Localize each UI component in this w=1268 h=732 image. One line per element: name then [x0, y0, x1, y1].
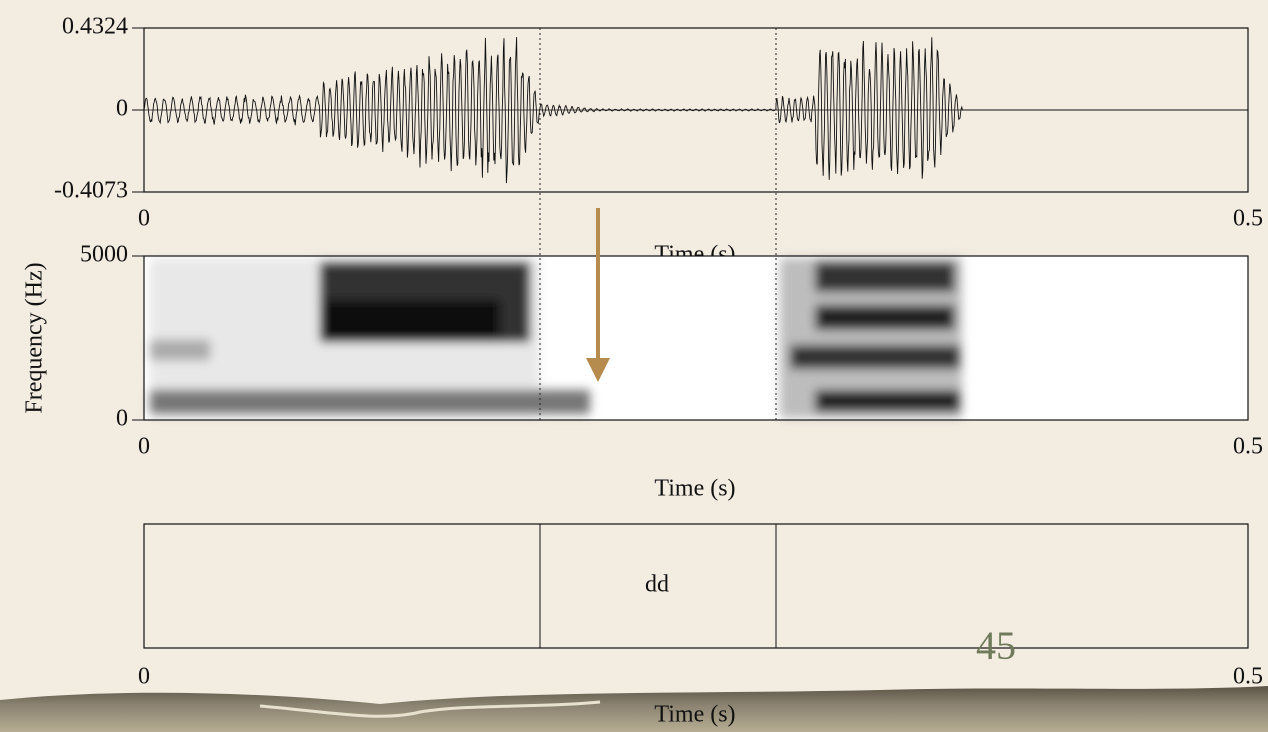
y-tick-label: 0: [116, 406, 128, 432]
x-tick-label: 0: [138, 206, 150, 232]
spectrogram-panel: 5000 0 Frequency (Hz) 0 0.5 Time (s): [22, 242, 1264, 502]
y-tick-label: 0: [116, 96, 128, 122]
spectrogram: [150, 258, 962, 418]
y-tick-label: -0.4073: [54, 178, 128, 204]
x-tick-label: 0: [138, 664, 150, 690]
textgrid-frame: [143, 523, 1249, 649]
x-tick-label: 0: [138, 434, 150, 460]
y-tick-label: 5000: [80, 242, 128, 268]
spectrogram-frame: [143, 255, 1249, 421]
textgrid-panel: dd 0 0.5 Time (s): [138, 523, 1263, 728]
x-axis-label: Time (s): [654, 476, 735, 502]
y-tick-label: 0.4324: [62, 14, 128, 40]
arrow-head: [586, 358, 610, 382]
x-tick-label: 0.5: [1233, 434, 1263, 460]
waveform: [143, 37, 1248, 184]
x-axis-label: Time (s): [654, 702, 735, 728]
x-tick-label: 0.5: [1233, 206, 1263, 232]
torn-paper: [0, 686, 1268, 732]
waveform-trace: [143, 37, 1248, 184]
y-axis-label: Frequency (Hz): [22, 262, 48, 413]
paper-edge: [259, 700, 601, 718]
slide-number: 45: [976, 623, 1016, 668]
interval-label: dd: [645, 572, 669, 598]
waveform-panel: 0.4324 0 -0.4073 0 0.5 Time (s): [54, 14, 1263, 268]
x-tick-label: 0.5: [1233, 664, 1263, 690]
